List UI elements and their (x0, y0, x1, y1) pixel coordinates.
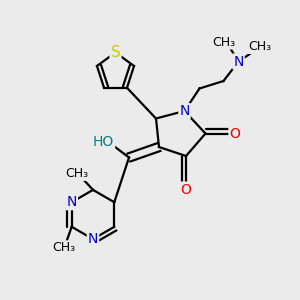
Text: N: N (179, 104, 190, 118)
Text: N: N (88, 232, 98, 246)
Text: HO: HO (93, 136, 114, 149)
Text: O: O (181, 183, 191, 196)
Text: CH₃: CH₃ (65, 167, 88, 180)
Text: N: N (233, 55, 244, 68)
Text: N: N (67, 195, 77, 209)
Text: CH₃: CH₃ (212, 35, 235, 49)
Text: S: S (111, 45, 120, 60)
Text: O: O (230, 127, 240, 140)
Text: CH₃: CH₃ (248, 40, 271, 53)
Text: CH₃: CH₃ (52, 241, 76, 254)
